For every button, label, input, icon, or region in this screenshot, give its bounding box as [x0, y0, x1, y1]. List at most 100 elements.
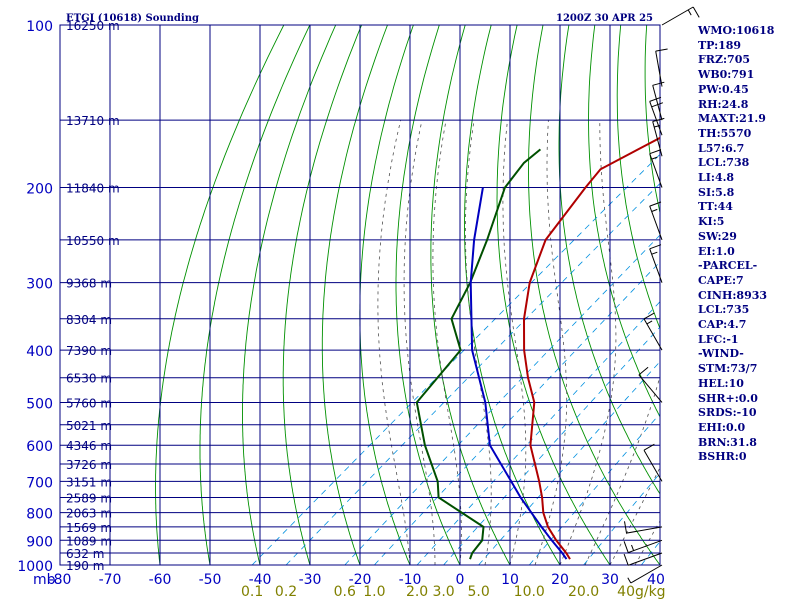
- index-line: KI:5: [698, 215, 725, 229]
- temperature-axis-labels: -80 -70 -60 -50 -40 -30 -20 -10 0 10 20 30 40: [49, 572, 665, 588]
- index-line: LCL:738: [698, 156, 750, 170]
- pressure-tick-label: 900: [26, 534, 53, 550]
- sounding-profiles: [415, 136, 660, 560]
- wind-barb-flag: [649, 244, 662, 250]
- wind-barb-staff: [649, 101, 663, 136]
- pressure-tick-label: 100: [26, 19, 53, 35]
- index-line: WMO:10618: [698, 24, 775, 37]
- height-label: 3726 m: [66, 458, 112, 472]
- index-line: -WIND-: [698, 347, 744, 361]
- wind-barb-staff: [649, 205, 663, 241]
- mixing-ratio-label: 0.2: [275, 584, 297, 600]
- index-line: WB0:791: [698, 68, 755, 82]
- wind-barb: [661, 6, 700, 26]
- wind-barb: [638, 366, 663, 403]
- index-line: L57:6.7: [698, 141, 745, 155]
- stability-indices-panel: WMO:10618 TP:189 FRZ:705 WB0:791 PW:0.45 RH:2…: [698, 24, 798, 465]
- index-line: LCL:735: [698, 303, 750, 317]
- index-line: CAPE:7: [698, 273, 744, 287]
- moist-adiabat: [464, 120, 492, 565]
- mixing-ratio-label: 0.1: [241, 584, 263, 600]
- valid-time: 1200Z 30 APR 25: [556, 13, 653, 24]
- wind-barb: [624, 521, 663, 534]
- dry-adiabat: [282, 25, 363, 565]
- wind-barb-flag: [631, 544, 635, 551]
- mixing-ratio-line: [251, 153, 660, 565]
- wind-barb-staff: [652, 121, 663, 157]
- index-line: -PARCEL-: [698, 259, 758, 273]
- isotherm-lines: [59, 24, 661, 566]
- wind-barb-flag: [649, 149, 662, 155]
- wind-barb: [655, 48, 668, 87]
- wind-barb-staff: [628, 539, 663, 554]
- chart-title: ETGI (10618) Sounding: [66, 13, 199, 24]
- index-line: CINH:8933: [698, 288, 768, 302]
- mixing-ratio-label: 2.0: [406, 584, 428, 600]
- moist-adiabat: [584, 374, 660, 565]
- wind-barb-flag: [651, 156, 658, 160]
- height-label: 2063 m: [66, 507, 112, 521]
- index-line: BRN:31.8: [698, 435, 757, 449]
- temperature-tick-label: -50: [199, 572, 222, 588]
- temperature-tick-label: 0: [456, 572, 465, 588]
- wind-barb: [652, 81, 665, 121]
- height-label: 5021 m: [66, 419, 112, 433]
- index-line: LFC:-1: [698, 332, 739, 346]
- wind-barb-flag: [692, 6, 700, 18]
- mixing-ratio-label: 0.6: [334, 584, 356, 600]
- wind-barb-flag: [651, 208, 658, 212]
- mixing-ratio-line: [443, 326, 660, 565]
- moist-adiabat: [432, 120, 462, 565]
- pressure-tick-label: 1000: [17, 559, 53, 575]
- index-line: EI:1.0: [698, 244, 735, 258]
- index-line: TH:5570: [698, 126, 752, 140]
- wind-barb-flag: [687, 9, 692, 16]
- dewpoint-profile: [415, 148, 542, 560]
- index-line: SW:29: [698, 229, 737, 243]
- temperature-tick-label: 20: [551, 572, 569, 588]
- mixing-ratio-line: [285, 182, 660, 565]
- height-label: 11840 m: [66, 182, 120, 196]
- wind-barb-flag: [651, 102, 664, 108]
- wind-barb-flag: [627, 577, 632, 584]
- index-line: LI:4.8: [698, 171, 735, 185]
- pressure-tick-label: 700: [26, 475, 53, 491]
- temperature-tick-label: -70: [99, 572, 122, 588]
- moist-adiabat: [534, 120, 568, 565]
- pressure-tick-label: 400: [26, 344, 53, 360]
- temperature-tick-label: -20: [349, 572, 372, 588]
- index-line: SHR+:0.0: [698, 391, 758, 405]
- wind-barb-flag: [623, 541, 629, 553]
- wind-barb-staff: [652, 85, 663, 121]
- wind-barb-flag: [638, 366, 649, 376]
- plot-frame: [59, 24, 661, 566]
- dry-adiabat: [155, 25, 285, 565]
- dry-adiabat: [588, 25, 660, 418]
- wind-barb-flag: [624, 521, 627, 534]
- temperature-tick-label: -40: [249, 572, 272, 588]
- pressure-tick-label: 300: [26, 277, 53, 293]
- height-label: 6530 m: [66, 372, 112, 386]
- wind-barb-flag: [652, 117, 665, 122]
- index-line: EHI:0.0: [698, 420, 746, 434]
- wind-barb-staff: [661, 6, 694, 26]
- dry-adiabat: [464, 25, 561, 565]
- dry-adiabat: [395, 25, 461, 565]
- temperature-tick-label: -80: [49, 572, 72, 588]
- mixing-ratio-line: [583, 472, 660, 565]
- index-line: HEL:10: [698, 376, 744, 390]
- index-line: PW:0.45: [698, 82, 749, 96]
- temperature-tick-label: 30: [601, 572, 619, 588]
- dry-adiabat: [242, 25, 337, 565]
- wind-barb: [643, 312, 663, 351]
- mixing-ratio-labels: 0.1 0.2 0.6 1.0 2.0 3.0 5.0 10.0 20.0 40g/kg: [241, 584, 666, 600]
- mixing-ratio-label: 20.0: [568, 584, 599, 600]
- index-line: TP:189: [698, 38, 742, 52]
- wind-barb-flag: [623, 553, 629, 566]
- temperature-tick-label: 40: [647, 572, 665, 588]
- wind-barb: [649, 96, 664, 136]
- wind-barb-flag: [643, 312, 655, 320]
- dry-adiabat: [321, 25, 388, 565]
